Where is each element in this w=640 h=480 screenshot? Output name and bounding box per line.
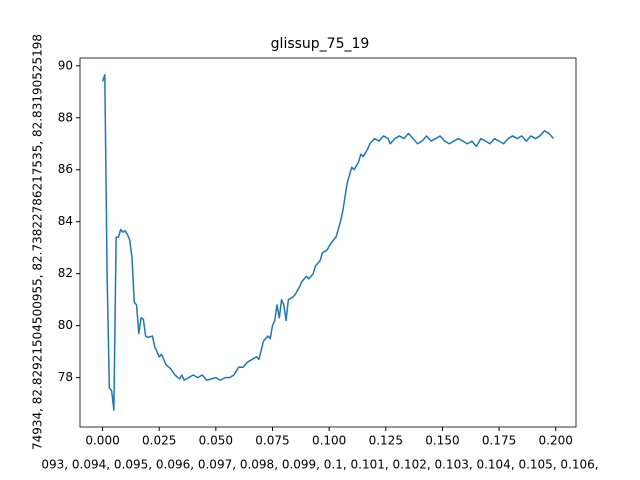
x-axis-label: 093, 0.094, 0.095, 0.096, 0.097, 0.098, … [41,458,598,472]
y-tick-label: 86 [58,162,73,176]
y-tick-label: 78 [58,370,73,384]
x-tick-label: 0.025 [142,434,176,448]
x-tick-label: 0.000 [85,434,119,448]
x-tick-label: 0.200 [539,434,573,448]
x-tick-label: 0.125 [369,434,403,448]
y-tick-label: 88 [58,110,73,124]
y-axis-label: 74934, 82.82921504500955, 82.73822786217… [31,34,45,450]
y-tick-label: 84 [58,214,73,228]
x-tick-label: 0.150 [425,434,459,448]
y-tick-label: 90 [58,58,73,72]
y-tick-label: 82 [58,266,73,280]
data-line [101,74,555,411]
x-tick-label: 0.175 [482,434,516,448]
chart-title: glissup_75_19 [271,36,370,52]
x-tick-label: 0.100 [312,434,346,448]
x-tick-label: 0.050 [199,434,233,448]
x-tick-label: 0.075 [255,434,289,448]
y-tick-label: 80 [58,318,73,332]
plot-frame [79,57,577,428]
